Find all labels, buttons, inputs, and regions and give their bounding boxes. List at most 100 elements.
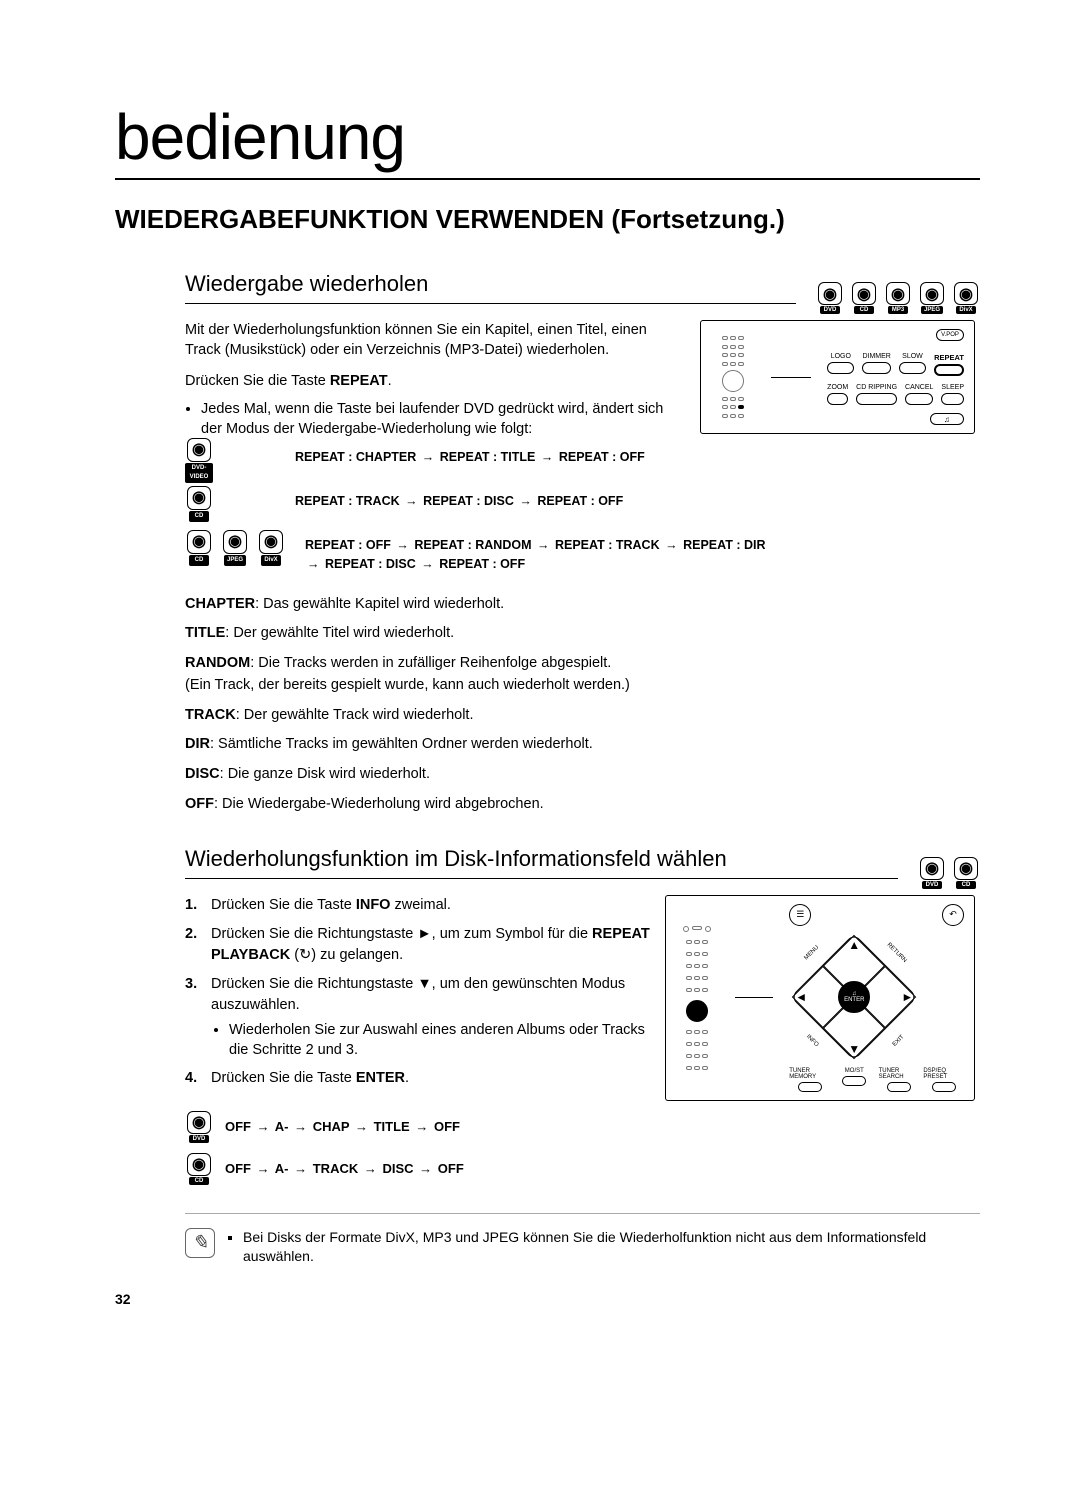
def-chapter: CHAPTER: Das gewählte Kapitel wird wiede…: [185, 594, 980, 616]
seq5-text: OFF → A- → TRACK → DISC → OFF: [225, 1161, 464, 1176]
seq2-text: REPEAT : TRACK → REPEAT : DISC → REPEAT …: [295, 488, 980, 511]
btn-row-1: LOGO DIMMER SLOW REPEAT: [827, 353, 964, 376]
remote-diagram-1: V.POP LOGO DIMMER SLOW REPEAT ZOOM CD RI…: [700, 320, 975, 434]
note-list: Bei Disks der Formate DivX, MP3 und JPEG…: [229, 1228, 980, 1267]
btn-row-2: ZOOM CD RIPPING CANCEL SLEEP: [827, 384, 964, 405]
corner-btn: ☰: [789, 904, 811, 926]
corner-btn: ↶: [942, 904, 964, 926]
seq4-text: OFF → A- → CHAP → TITLE → OFF: [225, 1119, 460, 1134]
btn-tuner-memory: TUNER MEMORY: [789, 1068, 830, 1092]
def-off: OFF: Die Wiedergabe-Wiederholung wird ab…: [185, 794, 980, 816]
corner-info: INFO: [805, 1033, 819, 1047]
step-4: Drücken Sie die Taste ENTER.: [185, 1068, 665, 1089]
btn-dimmer: DIMMER: [862, 353, 890, 376]
format-icon-divx: ◉DivX: [952, 282, 980, 314]
step-3: Drücken Sie die Richtungstaste ▼, um den…: [185, 974, 665, 1061]
format-icon-jpeg: ◉JPEG: [918, 282, 946, 314]
remote-outline-2: [676, 918, 719, 1078]
steps-list: Drücken Sie die Taste INFO zweimal. Drüc…: [185, 895, 665, 1090]
corner-menu: MENU: [804, 944, 821, 961]
btn-cdripping: CD RIPPING: [856, 384, 897, 405]
nav-diamond: ♫ ENTER ▲ ▼ ◄ ► MENU RETURN INFO EXIT: [789, 932, 919, 1062]
format-icons-group: ◉DVD ◉CD ◉MP3 ◉JPEG ◉DivX: [796, 282, 980, 314]
bullet-list: Jedes Mal, wenn die Taste bei laufender …: [185, 399, 665, 440]
remote-outline: [711, 330, 755, 424]
nav-panel: ☰ ↶ ♫ ENTER ▲ ▼ ◄ ►: [789, 904, 964, 1092]
btn-extra: ♫: [930, 413, 964, 425]
seq-icon-cd-3: ◉CD: [185, 1153, 213, 1185]
section-title: WIEDERGABEFUNKTION VERWENDEN (Fortsetzun…: [115, 204, 980, 235]
section1-text-col: Mit der Wiederholungsfunktion können Sie…: [185, 320, 665, 444]
section2-text-col: Drücken Sie die Taste INFO zweimal. Drüc…: [185, 895, 665, 1111]
remote-diagram-2: ☰ ↶ ♫ ENTER ▲ ▼ ◄ ►: [665, 895, 975, 1101]
note-icon: ✎: [185, 1228, 215, 1258]
seq3-text: REPEAT : OFF → REPEAT : RANDOM → REPEAT …: [305, 532, 980, 574]
seq-cd: ◉CD REPEAT : TRACK → REPEAT : DISC → REP…: [185, 488, 980, 520]
btn-most: MO/ST: [834, 1068, 875, 1092]
seq-icon-dvd-video: ◉DVD-VIDEO: [185, 444, 213, 476]
seq-icon-cd2: ◉CD: [185, 532, 213, 564]
seq-cd-steps: ◉CD OFF → A- → TRACK → DISC → OFF: [185, 1153, 980, 1185]
def-title: TITLE: Der gewählte Titel wird wiederhol…: [185, 623, 980, 645]
lower-buttons: TUNER MEMORY MO/ST TUNER SEARCH DSP/EQ P…: [789, 1068, 964, 1092]
instr-post: .: [388, 373, 392, 389]
format-icon-cd: ◉CD: [850, 282, 878, 314]
vpop-button: V.POP: [936, 329, 964, 341]
format-icon-dvd: ◉DVD: [816, 282, 844, 314]
section1-diagram-col: V.POP LOGO DIMMER SLOW REPEAT ZOOM CD RI…: [665, 320, 975, 444]
instr-pre: Drücken Sie die Taste: [185, 373, 330, 389]
subheader-row-2: Wiederholungsfunktion im Disk-Informatio…: [185, 846, 980, 893]
step3-sublist: Wiederholen Sie zur Auswahl eines andere…: [211, 1020, 665, 1061]
nav-left-icon: ◄: [795, 990, 807, 1004]
format-icon-dvd-2: ◉DVD: [918, 857, 946, 889]
intro-para: Mit der Wiederholungsfunktion können Sie…: [185, 320, 665, 361]
def-disc: DISC: Die ganze Disk wird wiederholt.: [185, 764, 980, 786]
nav-up-icon: ▲: [848, 938, 860, 952]
corner-exit: EXIT: [892, 1034, 906, 1048]
nav-right-icon: ►: [901, 990, 913, 1004]
note-row: ✎ Bei Disks der Formate DivX, MP3 und JP…: [185, 1213, 980, 1267]
section2-diagram-col: ☰ ↶ ♫ ENTER ▲ ▼ ◄ ►: [665, 895, 975, 1111]
btn-dspeq: DSP/EQ PRESET: [923, 1068, 964, 1092]
seq-icon-jpeg: ◉JPEG: [221, 532, 249, 564]
sub-heading-2: Wiederholungsfunktion im Disk-Informatio…: [185, 846, 898, 879]
def-dir: DIR: Sämtliche Tracks im gewählten Ordne…: [185, 734, 980, 756]
step-1: Drücken Sie die Taste INFO zweimal.: [185, 895, 665, 916]
sub-heading-1: Wiedergabe wiederholen: [185, 271, 796, 304]
seq-icon-cd: ◉CD: [185, 488, 213, 520]
lead-line: [771, 377, 811, 378]
manual-page: bedienung WIEDERGABEFUNKTION VERWENDEN (…: [0, 0, 1080, 1347]
btn-slow: SLOW: [899, 353, 926, 376]
btn-sleep: SLEEP: [941, 384, 964, 405]
format-icons-group-2: ◉DVD ◉CD: [898, 857, 980, 889]
def-track: TRACK: Der gewählte Track wird wiederhol…: [185, 705, 980, 727]
step-2: Drücken Sie die Richtungstaste ►, um zum…: [185, 924, 665, 966]
section1-body: Mit der Wiederholungsfunktion können Sie…: [185, 320, 980, 444]
btn-tuner-search: TUNER SEARCH: [879, 1068, 920, 1092]
subheader-row: Wiedergabe wiederholen ◉DVD ◉CD ◉MP3 ◉JP…: [185, 271, 980, 318]
btn-cancel: CANCEL: [905, 384, 933, 405]
format-icon-mp3: ◉MP3: [884, 282, 912, 314]
definitions: CHAPTER: Das gewählte Kapitel wird wiede…: [185, 594, 980, 816]
seq-icon-divx: ◉DivX: [257, 532, 285, 564]
seq-multi: ◉CD ◉JPEG ◉DivX REPEAT : OFF → REPEAT : …: [185, 532, 980, 574]
button-panel: V.POP LOGO DIMMER SLOW REPEAT ZOOM CD RI…: [827, 329, 964, 425]
lead-line-2: [735, 997, 774, 998]
def-random: RANDOM: Die Tracks werden in zufälliger …: [185, 653, 980, 697]
section2-body: Drücken Sie die Taste INFO zweimal. Drüc…: [185, 895, 980, 1111]
corner-return: RETURN: [886, 942, 908, 964]
seq-icon-dvd-3: ◉DVD: [185, 1111, 213, 1143]
btn-repeat: REPEAT: [934, 353, 964, 376]
seq-dvd-steps: ◉DVD OFF → A- → CHAP → TITLE → OFF: [185, 1111, 980, 1143]
nav-down-icon: ▼: [848, 1042, 860, 1056]
page-number: 32: [115, 1291, 131, 1307]
format-icon-cd-2: ◉CD: [952, 857, 980, 889]
instruction-repeat: Drücken Sie die Taste REPEAT.: [185, 371, 665, 391]
section-repeat-playback: Wiedergabe wiederholen ◉DVD ◉CD ◉MP3 ◉JP…: [115, 271, 980, 1267]
btn-logo: LOGO: [827, 353, 854, 376]
enter-button: ♫ ENTER: [838, 981, 870, 1013]
chapter-title: bedienung: [115, 100, 980, 180]
seq-dvd-video: ◉DVD-VIDEO REPEAT : CHAPTER → REPEAT : T…: [185, 444, 980, 476]
note-text: Bei Disks der Formate DivX, MP3 und JPEG…: [243, 1228, 980, 1267]
btn-zoom: ZOOM: [827, 384, 848, 405]
